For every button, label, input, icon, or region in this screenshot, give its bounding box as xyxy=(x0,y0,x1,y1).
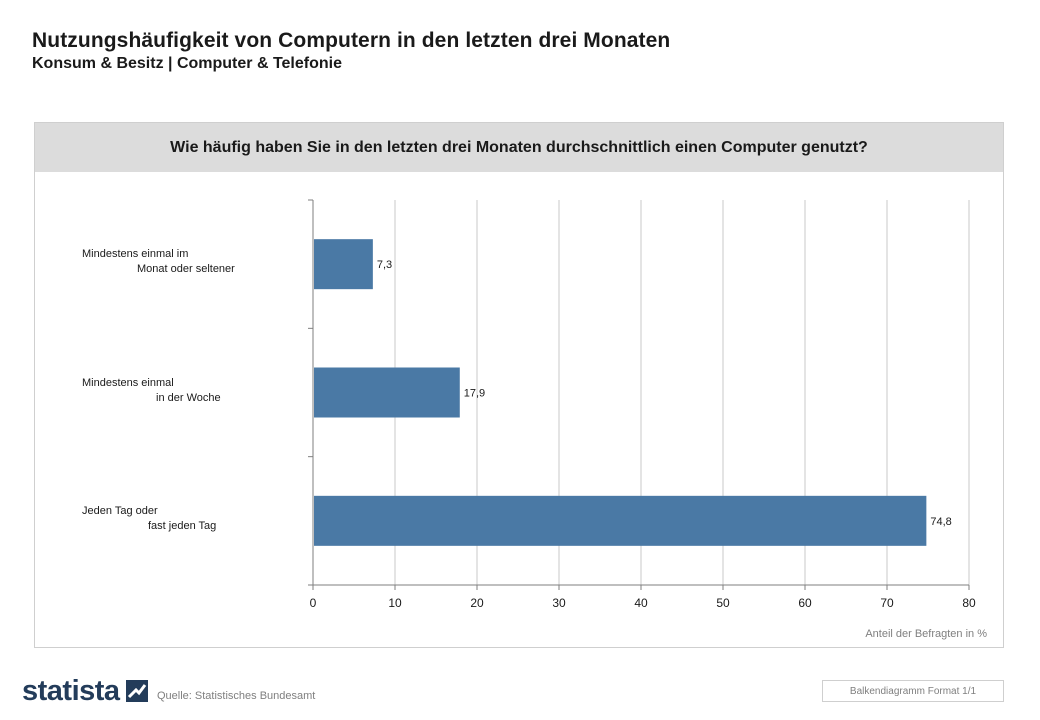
bar xyxy=(314,367,460,418)
x-tick-label: 80 xyxy=(962,596,976,610)
question-banner: Wie häufig haben Sie in den letzten drei… xyxy=(35,123,1003,172)
y-tick-label: Jeden Tag oder xyxy=(82,504,158,517)
x-tick-label: 0 xyxy=(310,596,317,610)
statista-logo-icon xyxy=(125,680,148,702)
data-label: 17,9 xyxy=(464,388,485,400)
x-tick-label: 10 xyxy=(388,596,402,610)
y-tick-label: fast jeden Tag xyxy=(148,519,217,532)
bar xyxy=(314,239,373,290)
survey-question: Wie häufig haben Sie in den letzten drei… xyxy=(170,138,868,156)
format-badge: Balkendiagramm Format 1/1 xyxy=(822,680,1004,702)
y-tick-label: in der Woche xyxy=(156,391,221,404)
chart-title: Nutzungshäufigkeit von Computern in den … xyxy=(32,29,671,52)
x-tick-label: 20 xyxy=(470,596,484,610)
x-tick-label: 50 xyxy=(716,596,730,610)
x-tick-label: 30 xyxy=(552,596,566,610)
x-tick-label: 60 xyxy=(798,596,812,610)
chart-subtitle: Konsum & Besitz | Computer & Telefonie xyxy=(32,55,342,72)
chart-frame: Wie häufig haben Sie in den letzten drei… xyxy=(34,122,1004,648)
logo-wordmark: statista xyxy=(22,675,120,707)
data-label: 7,3 xyxy=(377,259,392,271)
y-tick-label: Mindestens einmal xyxy=(82,376,174,389)
source-note: Quelle: Statistisches Bundesamt xyxy=(157,690,316,702)
y-tick-label: Monat oder seltener xyxy=(137,263,235,276)
data-label: 74,8 xyxy=(930,516,951,528)
bar xyxy=(314,495,927,546)
x-tick-label: 70 xyxy=(880,596,894,610)
statista-logo: statista xyxy=(22,676,148,706)
x-axis-label: Anteil der Befragten in % xyxy=(865,628,987,640)
y-tick-label: Mindestens einmal im xyxy=(82,248,189,261)
x-tick-label: 40 xyxy=(634,596,648,610)
